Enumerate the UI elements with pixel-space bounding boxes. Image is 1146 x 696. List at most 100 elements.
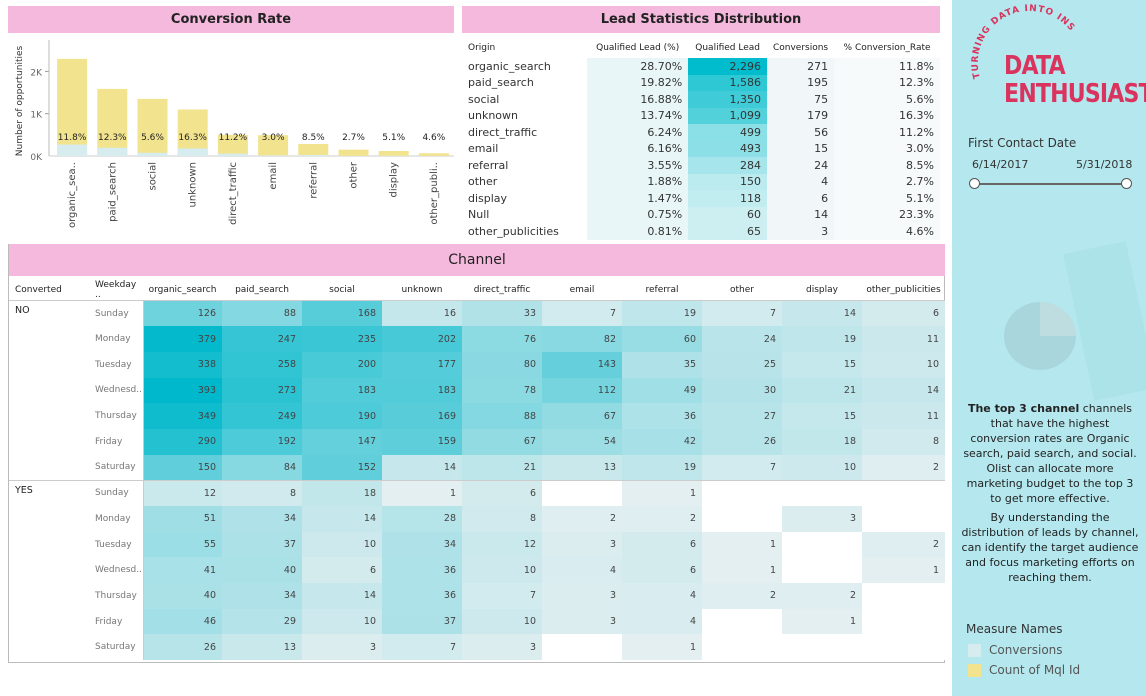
bar-conversions[interactable]	[57, 144, 88, 156]
heatmap-cell[interactable]: 273	[222, 377, 302, 404]
lead-table-row[interactable]: paid_search 19.82% 1,586 195 12.3%	[462, 74, 940, 91]
heatmap-cell[interactable]: 3	[302, 634, 382, 661]
heatmap-cell[interactable]: 40	[143, 583, 222, 609]
heatmap-cell[interactable]: 2	[862, 531, 945, 558]
heatmap-cell[interactable]: 7	[542, 300, 622, 327]
bar-conversions[interactable]	[298, 154, 329, 156]
heatmap-cell[interactable]: 14	[782, 300, 862, 327]
channel-table-row[interactable]: YES Sunday 12 8 18 1 6 1	[9, 479, 945, 506]
heatmap-cell[interactable]	[782, 557, 862, 584]
heatmap-cell[interactable]	[702, 479, 782, 506]
heatmap-cell[interactable]: 42	[622, 428, 702, 455]
heatmap-cell[interactable]: 2	[862, 454, 945, 481]
channel-table-row[interactable]: Friday 290 192 147 159 67 54 42 26 18 8	[9, 428, 945, 455]
heatmap-cell[interactable]: 34	[222, 506, 302, 532]
heatmap-cell[interactable]: 247	[222, 326, 302, 352]
heatmap-cell[interactable]: 12	[462, 531, 542, 558]
heatmap-cell[interactable]: 21	[462, 454, 542, 481]
lead-table-row[interactable]: other_publicities 0.81% 65 3 4.6%	[462, 223, 940, 240]
bar-count-mql[interactable]	[258, 135, 289, 156]
heatmap-cell[interactable]: 4	[622, 608, 702, 635]
channel-table-header[interactable]: organic_search	[143, 280, 222, 301]
heatmap-cell[interactable]: 168	[302, 300, 382, 327]
lead-table-row[interactable]: display 1.47% 118 6 5.1%	[462, 190, 940, 207]
heatmap-cell[interactable]: 202	[382, 326, 462, 352]
conversion-bar-chart[interactable]: Number of opportunities 0K 1K 2K 11.8% organi…	[8, 36, 454, 241]
lead-table-row[interactable]: social 16.88% 1,350 75 5.6%	[462, 91, 940, 108]
bar-count-mql[interactable]	[217, 134, 248, 156]
channel-table-header[interactable]: unknown	[382, 280, 462, 301]
heatmap-cell[interactable]: 1	[622, 479, 702, 506]
bar-conversions[interactable]	[258, 155, 289, 156]
heatmap-cell[interactable]: 10	[302, 531, 382, 558]
heatmap-cell[interactable]: 6	[862, 300, 945, 327]
channel-table-row[interactable]: Monday 379 247 235 202 76 82 60 24 19 11	[9, 326, 945, 352]
heatmap-cell[interactable]: 6	[462, 479, 542, 506]
heatmap-cell[interactable]: 49	[622, 377, 702, 404]
heatmap-cell[interactable]: 192	[222, 428, 302, 455]
lead-table-row[interactable]: unknown 13.74% 1,099 179 16.3%	[462, 107, 940, 124]
lead-table-row[interactable]: other 1.88% 150 4 2.7%	[462, 173, 940, 190]
heatmap-cell[interactable]: 29	[222, 608, 302, 635]
heatmap-cell[interactable]: 15	[782, 403, 862, 429]
legend-item-conversions[interactable]: Conversions	[968, 643, 1063, 657]
lead-table-row[interactable]: organic_search 28.70% 2,296 271 11.8%	[462, 58, 940, 75]
heatmap-cell[interactable]: 10	[462, 557, 542, 584]
heatmap-cell[interactable]: 143	[542, 351, 622, 378]
heatmap-cell[interactable]: 14	[382, 454, 462, 481]
heatmap-cell[interactable]: 183	[382, 377, 462, 404]
bar-count-mql[interactable]	[177, 109, 208, 156]
heatmap-cell[interactable]: 36	[382, 583, 462, 609]
heatmap-cell[interactable]: 37	[382, 608, 462, 635]
channel-table-header[interactable]: Converted	[9, 280, 89, 301]
date-range-slider-track[interactable]	[972, 183, 1128, 185]
heatmap-cell[interactable]	[782, 634, 862, 661]
heatmap-cell[interactable]: 1	[862, 557, 945, 584]
heatmap-cell[interactable]: 14	[302, 506, 382, 532]
heatmap-cell[interactable]: 147	[302, 428, 382, 455]
heatmap-cell[interactable]: 15	[782, 351, 862, 378]
heatmap-cell[interactable]: 8	[462, 506, 542, 532]
date-filter-end[interactable]: 5/31/2018	[1076, 158, 1133, 171]
lead-table-row[interactable]: referral 3.55% 284 24 8.5%	[462, 157, 940, 174]
heatmap-cell[interactable]: 3	[542, 531, 622, 558]
heatmap-cell[interactable]	[702, 608, 782, 635]
heatmap-cell[interactable]: 28	[382, 506, 462, 532]
heatmap-cell[interactable]: 4	[622, 583, 702, 609]
channel-table-row[interactable]: Monday 51 34 14 28 8 2 2 3	[9, 506, 945, 532]
heatmap-cell[interactable]: 13	[542, 454, 622, 481]
channel-heatmap-table[interactable]: Converted Weekday .. organic_search paid_se…	[9, 280, 945, 661]
channel-table-row[interactable]: Saturday 150 84 152 14 21 13 19 7 10 2	[9, 454, 945, 481]
heatmap-cell[interactable]: 258	[222, 351, 302, 378]
channel-table-row[interactable]: NO Sunday 126 88 168 16 33 7 19 7 14 6	[9, 300, 945, 327]
date-filter-start[interactable]: 6/14/2017	[972, 158, 1029, 171]
heatmap-cell[interactable]: 67	[542, 403, 622, 429]
heatmap-cell[interactable]: 13	[222, 634, 302, 661]
heatmap-cell[interactable]: 19	[782, 326, 862, 352]
heatmap-cell[interactable]: 78	[462, 377, 542, 404]
heatmap-cell[interactable]: 2	[702, 583, 782, 609]
heatmap-cell[interactable]: 7	[702, 454, 782, 481]
heatmap-cell[interactable]: 2	[622, 506, 702, 532]
heatmap-cell[interactable]: 76	[462, 326, 542, 352]
lead-table-row[interactable]: direct_traffic 6.24% 499 56 11.2%	[462, 124, 940, 141]
heatmap-cell[interactable]: 393	[143, 377, 222, 404]
heatmap-cell[interactable]: 19	[622, 454, 702, 481]
channel-table-header[interactable]: email	[542, 280, 622, 301]
heatmap-cell[interactable]: 40	[222, 557, 302, 584]
heatmap-cell[interactable]	[782, 531, 862, 558]
heatmap-cell[interactable]: 88	[462, 403, 542, 429]
heatmap-cell[interactable]: 82	[542, 326, 622, 352]
heatmap-cell[interactable]: 34	[382, 531, 462, 558]
heatmap-cell[interactable]: 30	[702, 377, 782, 404]
heatmap-cell[interactable]: 80	[462, 351, 542, 378]
heatmap-cell[interactable]: 3	[782, 506, 862, 532]
channel-table-header[interactable]: other	[702, 280, 782, 301]
bar-count-mql[interactable]	[378, 151, 409, 156]
heatmap-cell[interactable]: 27	[702, 403, 782, 429]
bar-conversions[interactable]	[177, 148, 208, 156]
heatmap-cell[interactable]	[862, 634, 945, 661]
heatmap-cell[interactable]	[702, 634, 782, 661]
heatmap-cell[interactable]: 36	[622, 403, 702, 429]
heatmap-cell[interactable]	[862, 608, 945, 635]
